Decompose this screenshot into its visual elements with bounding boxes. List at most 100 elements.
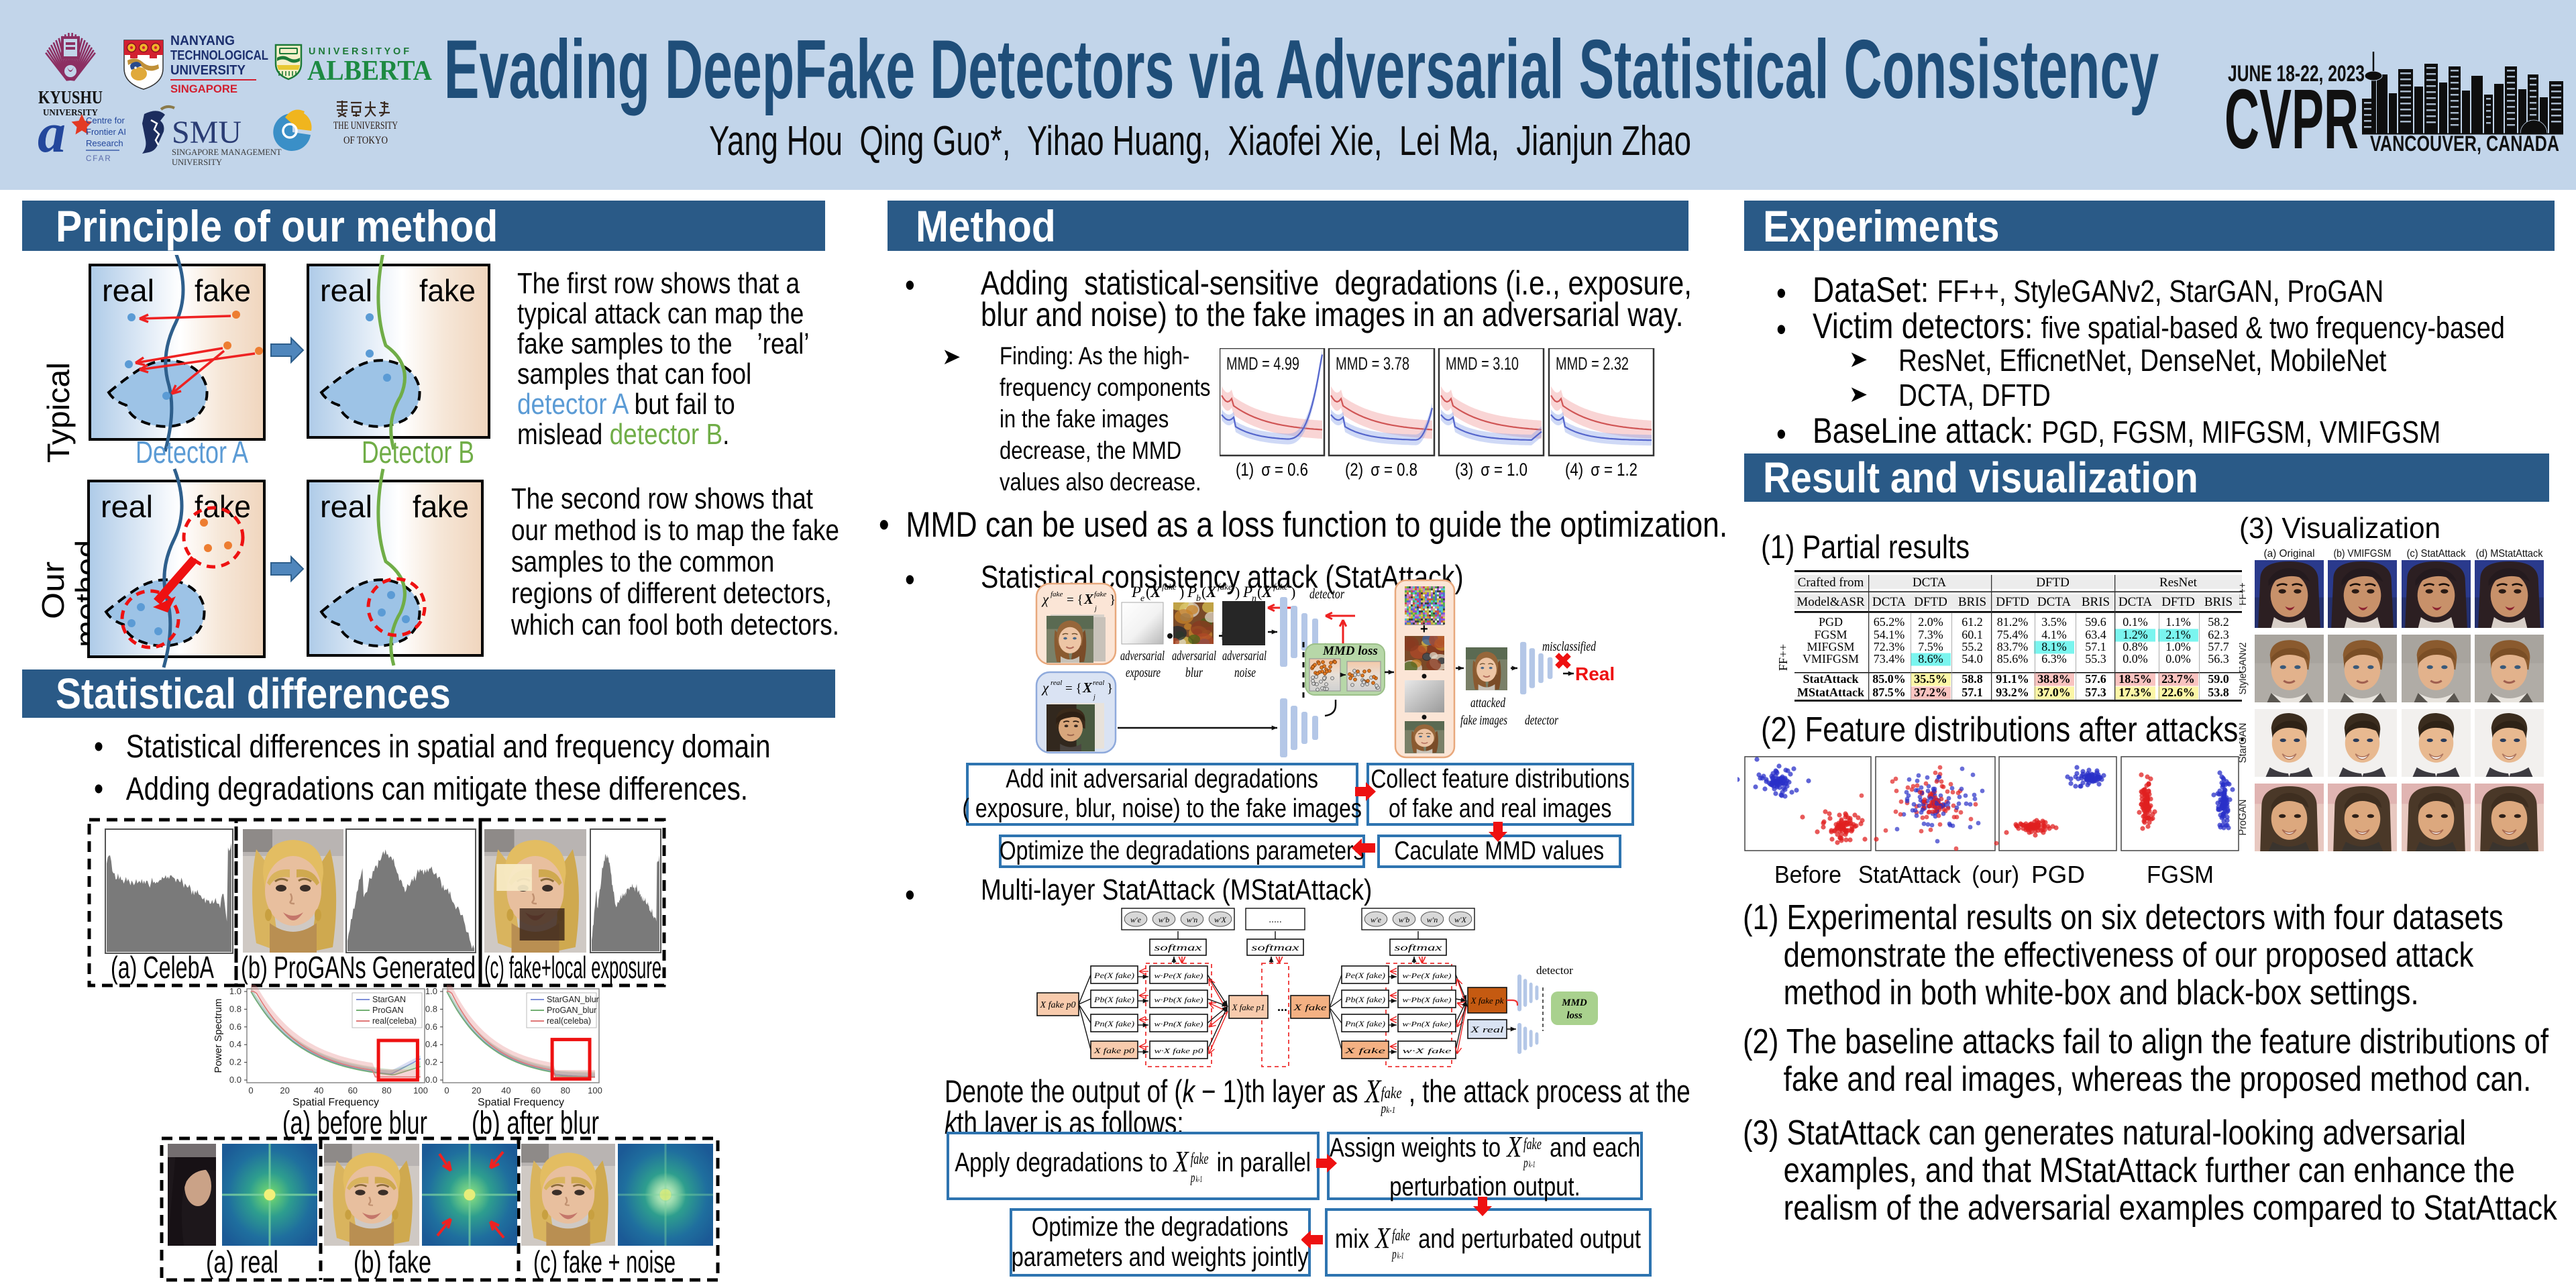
svg-text:MMD loss: MMD loss <box>1322 644 1378 658</box>
svg-text:attacked: attacked <box>1470 696 1506 710</box>
svg-text:Pb(X fake): Pb(X fake) <box>1093 995 1134 1004</box>
svg-text:detector: detector <box>1525 713 1558 728</box>
svg-text:VANCOUVER, CANADA: VANCOUVER, CANADA <box>2370 131 2559 156</box>
svg-text:w'e: w'e <box>1130 915 1142 924</box>
svg-text:65.2%: 65.2% <box>1874 615 1905 629</box>
svg-text:1.0%: 1.0% <box>2165 640 2191 653</box>
svg-text:fake: fake <box>1051 590 1063 598</box>
svg-text:adversarial: adversarial <box>1120 649 1165 663</box>
svg-text:MMD = 3.78: MMD = 3.78 <box>1336 354 1409 374</box>
svg-text:Pb(X fake): Pb(X fake) <box>1344 995 1385 1004</box>
svg-text:73.4%: 73.4% <box>1874 652 1905 665</box>
svg-text:1.2%: 1.2% <box>2123 628 2148 641</box>
svg-text:80: 80 <box>382 1085 391 1095</box>
svg-text:MIFGSM: MIFGSM <box>1807 640 1854 653</box>
svg-text:(c) fake + noise: (c) fake + noise <box>533 1244 676 1279</box>
svg-text:w'n: w'n <box>1187 915 1198 924</box>
svg-text:noise: noise <box>1234 665 1256 680</box>
svg-text:PGD: PGD <box>2031 861 2085 888</box>
svg-text:MMD: MMD <box>1561 998 1587 1008</box>
svg-text:(a) CelebA: (a) CelebA <box>111 950 214 985</box>
svg-text:DFTD: DFTD <box>2161 595 2195 609</box>
svg-text:THE UNIVERSITY: THE UNIVERSITY <box>333 120 398 131</box>
svg-text:DFTD: DFTD <box>1914 595 1947 609</box>
svg-text:Frontier AI: Frontier AI <box>86 127 126 137</box>
svg-text:75.4%: 75.4% <box>1997 628 2029 641</box>
svg-text:BRIS: BRIS <box>2204 595 2233 609</box>
svg-text:SMU: SMU <box>172 115 241 150</box>
svg-text:X: X <box>1083 591 1094 607</box>
svg-text:StatAttack: StatAttack <box>1803 672 1859 686</box>
svg-text:loss: loss <box>1566 1010 1582 1021</box>
svg-text:37.0%: 37.0% <box>2037 686 2071 699</box>
svg-text:w·Pb(X fake): w·Pb(X fake) <box>1155 996 1203 1004</box>
svg-text:4.1%: 4.1% <box>2041 628 2067 641</box>
svg-text:blur: blur <box>1185 665 1203 680</box>
svg-text:): ) <box>1291 584 1295 600</box>
svg-text:n: n <box>1252 594 1256 604</box>
svg-text:StarGAN_blur: StarGAN_blur <box>547 995 599 1004</box>
svg-text:59.0: 59.0 <box>2208 672 2229 686</box>
svg-text:(: ( <box>1257 584 1262 600</box>
svg-text:ProGAN: ProGAN <box>2239 800 2249 836</box>
svg-text:X fake p1: X fake p1 <box>1232 1002 1265 1012</box>
svg-text:55.3: 55.3 <box>2085 652 2106 665</box>
svg-text:w'n: w'n <box>1427 915 1438 924</box>
svg-text:22.6%: 22.6% <box>2161 686 2195 699</box>
svg-text:(b) VMIFGSM: (b) VMIFGSM <box>2334 548 2392 559</box>
svg-text:UNIVERSITY: UNIVERSITY <box>43 108 98 118</box>
svg-text:(a) real: (a) real <box>206 1244 278 1279</box>
svg-text:ResNet: ResNet <box>2159 576 2198 590</box>
svg-text:real: real <box>102 273 154 308</box>
svg-text:0.6: 0.6 <box>229 1022 241 1032</box>
svg-text:Spatial Frequency: Spatial Frequency <box>478 1097 564 1108</box>
svg-text:CVPR: CVPR <box>2224 72 2359 166</box>
svg-text:3.5%: 3.5% <box>2041 615 2067 629</box>
svg-text:ProGAN: ProGAN <box>372 1006 404 1015</box>
svg-text:62.3: 62.3 <box>2208 628 2229 641</box>
svg-text:0.2: 0.2 <box>229 1057 241 1067</box>
svg-text:X: X <box>1150 584 1161 600</box>
svg-text:UNIVERSITY: UNIVERSITY <box>172 158 222 167</box>
svg-text:58.2: 58.2 <box>2208 615 2229 629</box>
svg-text:Real: Real <box>1575 663 1615 684</box>
svg-text:ALBERTA: ALBERTA <box>307 56 433 87</box>
svg-text:(d) MStatAttack: (d) MStatAttack <box>2476 548 2544 559</box>
svg-text:54.0: 54.0 <box>1962 652 1983 665</box>
svg-text:57.3: 57.3 <box>2085 686 2106 699</box>
svg-text:w'b: w'b <box>1399 915 1410 924</box>
svg-text:59.6: 59.6 <box>2085 615 2106 629</box>
svg-text:Pn(X fake): Pn(X fake) <box>1093 1019 1134 1028</box>
svg-text:FGSM: FGSM <box>2147 861 2214 888</box>
svg-text:63.4: 63.4 <box>2085 628 2106 641</box>
svg-text:(3) σ = 1.0: (3) σ = 1.0 <box>1455 460 1527 480</box>
svg-text:softmax: softmax <box>1395 943 1443 953</box>
svg-text:BRIS: BRIS <box>2082 595 2110 609</box>
svg-text:55.2: 55.2 <box>1962 640 1983 653</box>
svg-text:0.4: 0.4 <box>425 1039 437 1049</box>
svg-text:35.5%: 35.5% <box>1914 672 1947 686</box>
svg-text:): ) <box>1235 584 1240 600</box>
svg-text:fake: fake <box>1218 582 1232 592</box>
svg-text:(: ( <box>1201 584 1206 600</box>
svg-text:0.0%: 0.0% <box>2165 652 2191 665</box>
svg-text:72.3%: 72.3% <box>1874 640 1905 653</box>
svg-text:e: e <box>1140 594 1144 604</box>
svg-text:real: real <box>101 489 153 524</box>
svg-text:fake: fake <box>1162 582 1177 592</box>
svg-text:j: j <box>1093 605 1097 612</box>
svg-text:MMD = 4.99: MMD = 4.99 <box>1226 354 1299 374</box>
svg-text:57.1: 57.1 <box>1962 686 1983 699</box>
svg-text:adversarial: adversarial <box>1172 649 1216 663</box>
svg-text:53.8: 53.8 <box>2208 686 2229 699</box>
svg-text:0: 0 <box>248 1085 253 1095</box>
svg-text:23.7%: 23.7% <box>2161 672 2195 686</box>
svg-text:60: 60 <box>531 1085 540 1095</box>
svg-text:OF TOKYO: OF TOKYO <box>343 135 388 146</box>
svg-text:}: } <box>1107 682 1113 696</box>
svg-text:UNIVERSITY: UNIVERSITY <box>170 63 246 78</box>
svg-text:Detector A: Detector A <box>136 435 248 470</box>
svg-text:18.5%: 18.5% <box>2118 672 2152 686</box>
svg-text:Centre for: Centre for <box>86 115 125 125</box>
svg-text:40: 40 <box>314 1085 323 1095</box>
